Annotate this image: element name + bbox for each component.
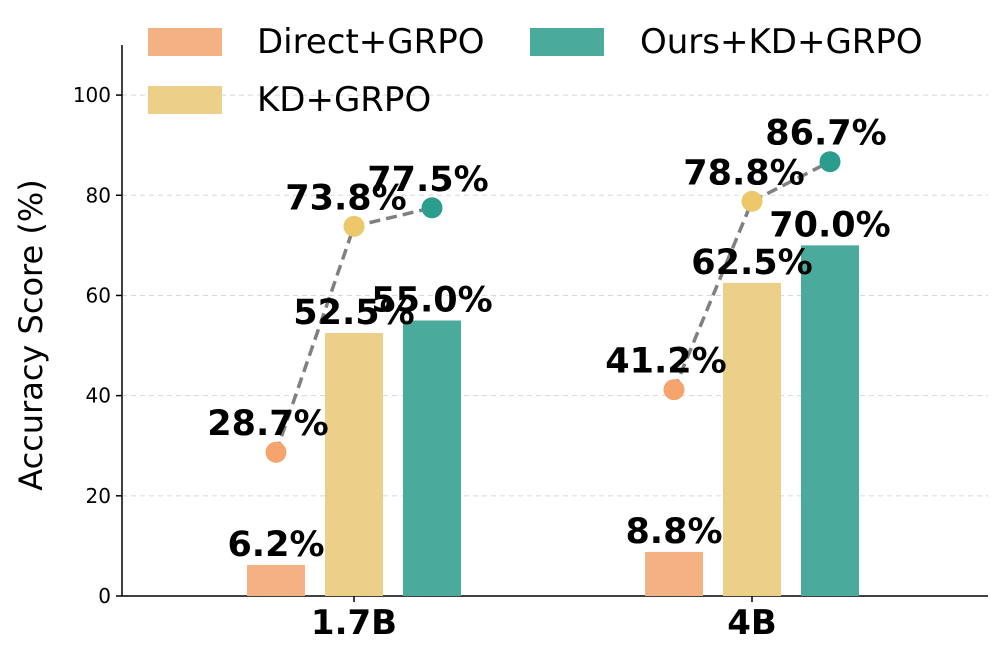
- bar-data-label: 52.5%: [293, 293, 414, 333]
- bar-ours-kd-grpo: [403, 320, 461, 596]
- legend-label: KD+GRPO: [257, 80, 431, 120]
- legend-swatch: [148, 28, 222, 56]
- legend: Direct+GRPO KD+GRPO Ours+KD+GRPO: [148, 22, 923, 120]
- data-labels: 6.2% 8.8% 52.5% 62.5% 55.0% 70.0% 28.7% 41.2% 73…: [207, 114, 890, 565]
- bar-direct-grpo: [645, 551, 703, 596]
- bar-data-label: 8.8%: [625, 512, 722, 552]
- y-tick-label: 0: [98, 584, 111, 608]
- y-tick-label: 40: [86, 384, 111, 408]
- y-tick-label: 80: [86, 183, 111, 207]
- legend-label: Direct+GRPO: [257, 22, 485, 62]
- y-axis-label: Accuracy Score (%): [12, 179, 50, 490]
- legend-swatch: [530, 28, 604, 56]
- trend-line: [672, 160, 831, 391]
- point-data-label: 78.8%: [683, 153, 804, 193]
- points: [265, 151, 841, 463]
- bar-kd-grpo: [325, 333, 383, 596]
- y-tick-label: 60: [86, 283, 111, 307]
- bar-kd-grpo: [723, 282, 781, 596]
- bar-data-label: 55.0%: [371, 281, 492, 321]
- point-ours-kd-grpo: [819, 151, 841, 173]
- point-data-label: 41.2%: [605, 342, 726, 382]
- point-kd-grpo: [741, 190, 763, 212]
- bar-ours-kd-grpo: [801, 245, 859, 596]
- legend-label: Ours+KD+GRPO: [640, 22, 923, 62]
- point-ours-kd-grpo: [421, 197, 443, 219]
- point-data-label: 73.8%: [285, 178, 406, 218]
- point-direct-grpo: [663, 379, 685, 401]
- point-data-label: 77.5%: [367, 160, 488, 200]
- legend-swatch: [148, 86, 222, 114]
- point-kd-grpo: [343, 215, 365, 237]
- point-data-label: 86.7%: [765, 114, 886, 154]
- point-direct-grpo: [265, 441, 287, 463]
- bar-direct-grpo: [247, 564, 305, 596]
- point-data-label: 28.7%: [207, 404, 328, 444]
- bars: [247, 245, 859, 596]
- bar-data-label: 6.2%: [227, 525, 324, 565]
- bar-data-label: 62.5%: [691, 243, 812, 283]
- bar-data-label: 70.0%: [769, 205, 890, 245]
- x-category-label: 1.7B: [311, 603, 397, 643]
- y-tick-label: 100: [73, 83, 111, 107]
- y-tick-label: 20: [86, 484, 111, 508]
- x-category-label: 4B: [727, 603, 777, 643]
